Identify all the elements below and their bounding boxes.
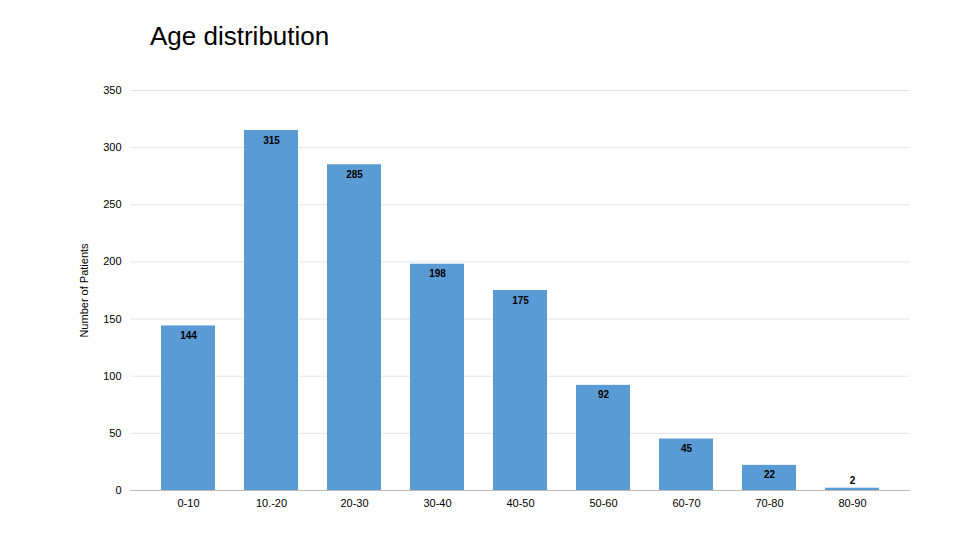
svg-text:175: 175	[512, 295, 529, 306]
svg-text:198: 198	[429, 268, 446, 279]
svg-text:80-90: 80-90	[838, 497, 866, 509]
svg-text:60-70: 60-70	[672, 497, 700, 509]
svg-text:200: 200	[103, 255, 121, 267]
svg-text:40-50: 40-50	[506, 497, 534, 509]
svg-text:100: 100	[103, 370, 121, 382]
svg-text:10.-20: 10.-20	[256, 497, 287, 509]
svg-text:2: 2	[850, 475, 856, 486]
svg-text:20-30: 20-30	[340, 497, 368, 509]
svg-text:92: 92	[598, 389, 610, 400]
svg-text:30-40: 30-40	[423, 497, 451, 509]
svg-text:70-80: 70-80	[755, 497, 783, 509]
svg-text:250: 250	[103, 198, 121, 210]
svg-text:150: 150	[103, 313, 121, 325]
svg-text:45: 45	[681, 443, 693, 454]
svg-text:Number of Patients: Number of Patients	[78, 243, 90, 338]
svg-text:50: 50	[109, 427, 121, 439]
svg-text:285: 285	[346, 169, 363, 180]
svg-text:0: 0	[115, 484, 121, 496]
svg-text:300: 300	[103, 141, 121, 153]
html-text:Age distribution: Age distribution	[150, 21, 330, 51]
svg-text:144: 144	[180, 330, 197, 341]
svg-text:0-10: 0-10	[177, 497, 199, 509]
svg-text:350: 350	[103, 84, 121, 96]
svg-text:22: 22	[764, 469, 776, 480]
svg-text:50-60: 50-60	[589, 497, 617, 509]
svg-text:315: 315	[263, 135, 280, 146]
